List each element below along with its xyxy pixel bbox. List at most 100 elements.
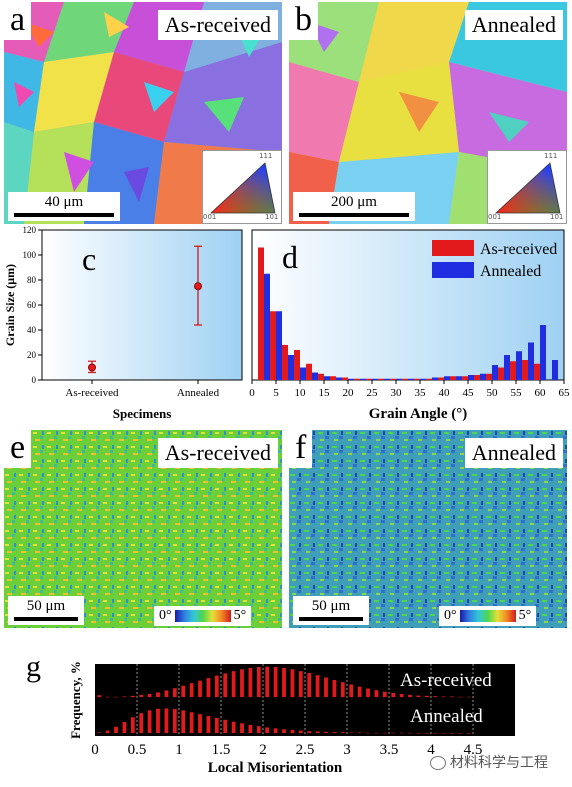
x-tick-label: 10 [295, 387, 307, 399]
ipf-triangle-a [209, 162, 276, 214]
bar-annealed [265, 727, 270, 734]
x-tick-label: 0 [91, 742, 99, 758]
x-axis-label: Local Misorientation [208, 760, 343, 776]
bar-annealed [374, 732, 379, 734]
bar-as-received [315, 675, 320, 698]
bar-annealed [300, 367, 306, 380]
bar-as-received [189, 683, 194, 698]
panel-label-annealed: Annealed [464, 438, 563, 468]
kam-colorbar-e: 0° 5° [154, 606, 252, 626]
bar-as-received [366, 378, 372, 380]
bar-as-received [486, 373, 492, 380]
x-tick-label: 5 [273, 387, 279, 399]
bar-annealed [468, 375, 474, 380]
bar-annealed [391, 732, 396, 734]
x-tick-label: 0.5 [128, 742, 147, 758]
panel-letter-f: f [289, 430, 313, 468]
ipf-color-key-a: 111 001 101 [202, 150, 282, 224]
bar-annealed [444, 376, 450, 380]
kam-colorbar-f: 0° 5° [439, 606, 537, 626]
y-tick-label: 60 [27, 300, 37, 310]
bar-as-received [147, 693, 152, 698]
bar-annealed [105, 730, 110, 734]
x-axis-label: Specimens [113, 406, 172, 421]
bar-annealed [172, 709, 177, 734]
scale-bar-line [14, 617, 78, 621]
colorbar-max: 5° [233, 608, 247, 623]
ebsd-map-as-received: a As-received 40 μm 111 001 101 [4, 2, 282, 224]
bar-annealed [360, 378, 366, 380]
x-tick-label: 1.5 [212, 742, 231, 758]
watermark: 材料科学与工程 [430, 752, 548, 772]
bar-annealed [552, 360, 558, 380]
bar-as-received [391, 693, 396, 698]
bar-annealed [408, 378, 414, 380]
bar-annealed [456, 376, 462, 380]
bar-as-received [198, 680, 202, 698]
x-tick-label: 3 [343, 742, 351, 758]
bar-annealed [231, 721, 236, 734]
bar-as-received [357, 686, 362, 698]
watermark-text: 材料科学与工程 [450, 755, 548, 771]
plot-area [41, 229, 243, 381]
bar-as-received [330, 376, 336, 380]
bar-annealed [139, 713, 144, 734]
panel-letter-b: b [289, 2, 318, 40]
scale-bar-a: 40 μm [8, 192, 120, 221]
bar-as-received [156, 692, 160, 698]
x-tick-label: 50 [487, 387, 499, 399]
bar-annealed [264, 273, 270, 380]
y-tick-label: 40 [27, 325, 37, 335]
bar-annealed [450, 733, 454, 734]
bar-annealed [441, 733, 446, 734]
misorientation-chart: 0 0.5 1 1.5 2 2.5 3 3.5 4 4.5 As-received Annealed g… [26, 650, 515, 776]
bar-as-received [164, 690, 169, 698]
bar-annealed [122, 722, 127, 734]
bar-as-received [399, 693, 404, 698]
colorbar-gradient [459, 609, 516, 622]
bar-annealed [164, 708, 169, 734]
bar-annealed [312, 372, 318, 380]
bar-as-received [231, 671, 236, 698]
panel-label-as-received: As-received [157, 438, 278, 468]
bar-annealed [240, 723, 244, 734]
bar-as-received [332, 680, 337, 698]
bar-as-received [402, 378, 408, 380]
x-tick-label: 2.5 [296, 742, 315, 758]
y-axis-label: Frequency, % [68, 661, 83, 739]
bar-annealed [114, 726, 118, 734]
bar-as-received [450, 376, 456, 380]
bar-as-received [307, 673, 312, 698]
bar-as-received [206, 678, 211, 698]
bar-annealed [492, 365, 498, 380]
ipf-corner-101: 101 [265, 213, 279, 221]
ipf-corner-001: 001 [203, 213, 217, 221]
ipf-corner-111: 111 [259, 152, 273, 160]
bar-as-received [450, 696, 454, 698]
plot-area [251, 229, 565, 381]
bar-annealed [480, 373, 486, 380]
x-tick-label: 20 [343, 387, 355, 399]
watermark-icon [430, 756, 446, 770]
bar-annealed [516, 351, 522, 380]
series-label-annealed: Annealed [410, 706, 483, 727]
bar-annealed [504, 355, 510, 380]
x-tick-label: 25 [367, 387, 379, 399]
bar-as-received [374, 690, 379, 698]
bar-annealed [181, 710, 186, 734]
x-tick-label: 45 [463, 387, 475, 399]
bar-annealed [466, 733, 471, 734]
bar-annealed [206, 716, 211, 734]
bar-as-received [414, 378, 420, 380]
bar-annealed [214, 717, 219, 734]
panel-letter: c [82, 241, 96, 277]
bar-annealed [336, 377, 342, 380]
bar-as-received [294, 350, 300, 380]
bar-as-received [105, 696, 110, 698]
bar-as-received [342, 377, 348, 380]
bar-annealed [315, 731, 320, 734]
x-tick-label: 35 [415, 387, 427, 399]
bar-as-received [270, 311, 276, 380]
panel-letter-a: a [4, 2, 32, 40]
panel-letter-e: e [4, 430, 32, 468]
